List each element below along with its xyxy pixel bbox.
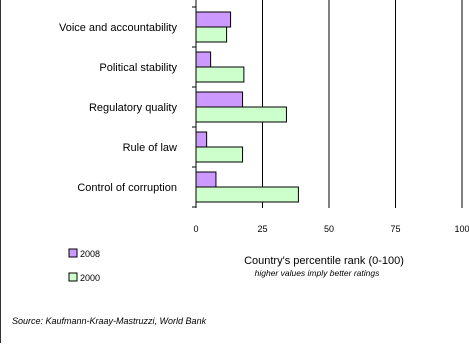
bar-2008 xyxy=(195,131,208,148)
category-label: Political stability xyxy=(99,62,177,74)
axis-layer: 0 25 50 75 100 xyxy=(192,0,469,234)
bar-2000 xyxy=(195,66,245,83)
x-tick-label: 0 xyxy=(193,224,198,234)
bar-2008 xyxy=(195,51,212,68)
bar-2008 xyxy=(195,11,232,28)
x-axis-label: Country's percentile rank (0-100) xyxy=(244,255,404,267)
bar-2000 xyxy=(195,106,287,123)
bar-2000 xyxy=(195,146,244,163)
label-layer: Voice and accountability Political stabil… xyxy=(59,22,178,194)
category-label: Regulatory quality xyxy=(89,102,178,114)
legend-swatch-2008 xyxy=(68,248,78,258)
legend-label-2008: 2008 xyxy=(80,249,100,259)
bar-2008 xyxy=(195,91,244,108)
x-tick-label: 100 xyxy=(454,224,469,234)
x-tick-label: 25 xyxy=(257,224,267,234)
x-axis-label-note: higher values imply better ratings xyxy=(255,268,380,278)
legend-swatch-2000 xyxy=(68,272,78,282)
grid-layer xyxy=(262,0,463,208)
bar-2008 xyxy=(195,171,217,188)
bar-layer xyxy=(195,11,299,203)
bar-2000 xyxy=(195,186,299,203)
x-tick-label: 75 xyxy=(390,224,400,234)
category-label: Control of corruption xyxy=(77,182,177,194)
x-tick-label: 50 xyxy=(324,224,334,234)
category-label: Rule of law xyxy=(123,142,177,154)
legend-layer: 2008 2000 xyxy=(68,248,100,283)
category-label: Voice and accountability xyxy=(59,22,178,34)
legend-label-2000: 2000 xyxy=(80,273,100,283)
source-note: Source: Kaufmann-Kraay-Mastruzzi, World … xyxy=(12,316,207,326)
bar-2000 xyxy=(195,26,228,43)
